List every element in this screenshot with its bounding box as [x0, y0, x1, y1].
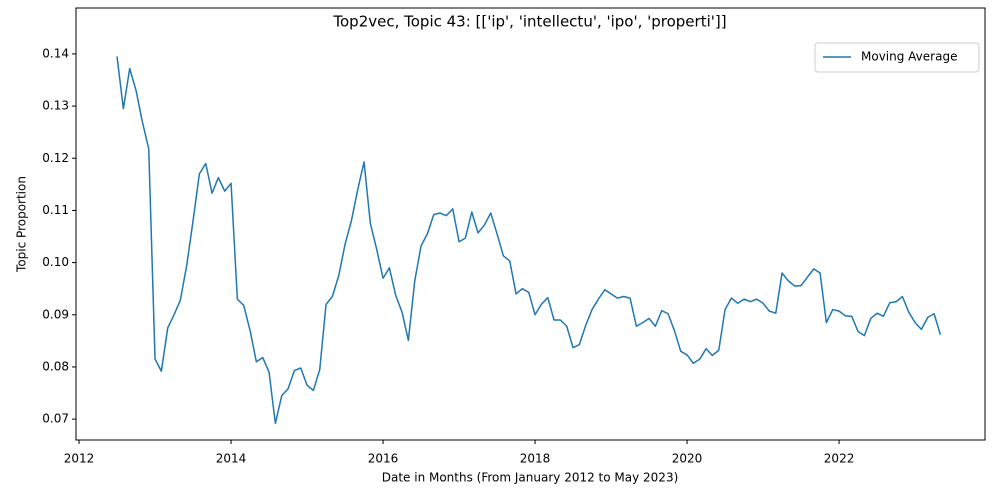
x-tick-label: 2018	[520, 452, 551, 466]
y-tick-label: 0.12	[42, 151, 69, 165]
y-tick-label: 0.08	[42, 359, 69, 373]
y-tick-label: 0.11	[42, 203, 69, 217]
data-line	[116, 56, 942, 425]
plot-frame	[75, 7, 986, 441]
y-tick-label: 0.10	[42, 255, 69, 269]
y-tick-label: 0.14	[42, 46, 69, 60]
x-tick-label: 2014	[216, 452, 247, 466]
x-tick-label: 2020	[672, 452, 703, 466]
y-axis-label: Topic Proportion	[15, 176, 29, 273]
legend-box	[814, 42, 980, 73]
chart-title: Top2vec, Topic 43: [['ip', 'intellectu',…	[332, 13, 726, 31]
y-tick-label: 0.13	[42, 99, 69, 113]
x-tick-label: 2016	[368, 452, 399, 466]
x-tick-label: 2012	[64, 452, 95, 466]
x-tick-label: 2022	[824, 452, 855, 466]
y-tick-label: 0.09	[42, 307, 69, 321]
x-axis-label: Date in Months (From January 2012 to May…	[382, 471, 679, 485]
y-tick-label: 0.07	[42, 412, 69, 426]
legend-label: Moving Average	[861, 50, 957, 64]
